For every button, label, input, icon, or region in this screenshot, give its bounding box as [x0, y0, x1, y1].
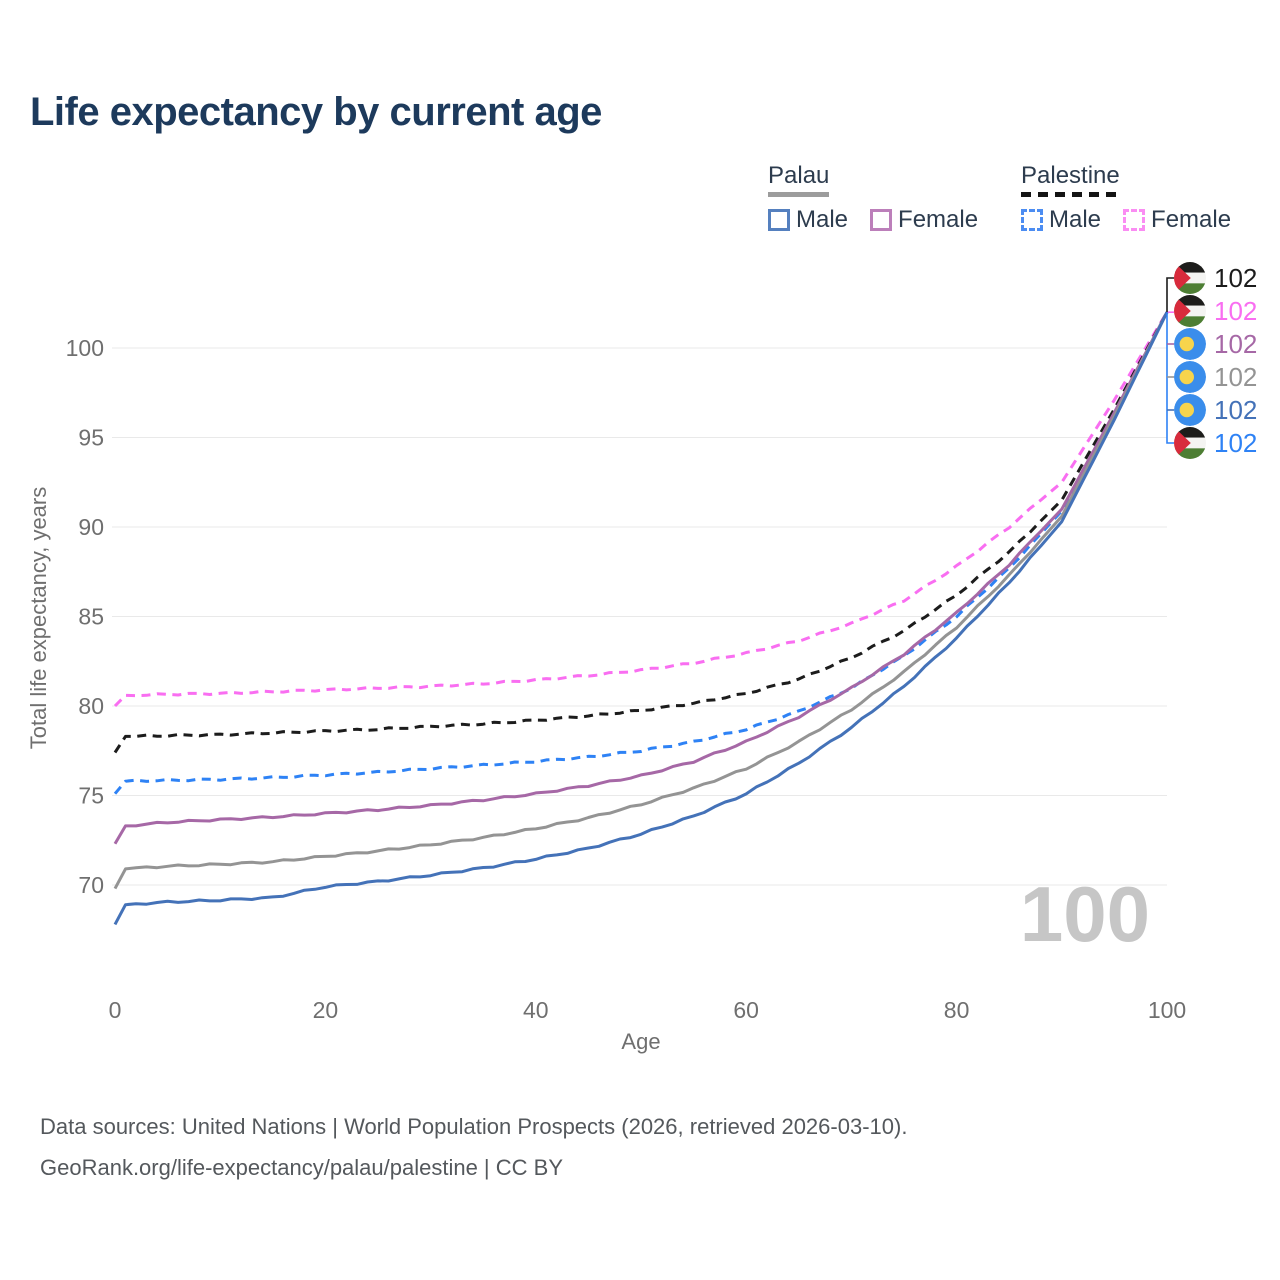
legend-group-palau: Palau Male Female: [768, 162, 978, 234]
x-tick-label: 40: [523, 997, 549, 1023]
end-value-label-palau-total: 102: [1214, 362, 1257, 392]
series-line-palestine-total[interactable]: [113, 311, 1169, 754]
legend-item-label: Female: [898, 206, 979, 233]
leader-line-palestine-male: [1166, 312, 1174, 444]
end-value-label-palestine-female: 102: [1214, 296, 1257, 326]
palau-line-style-sample: [768, 192, 830, 197]
legend-item-palestine-male[interactable]: Male: [1021, 206, 1101, 234]
x-axis-title: Age: [621, 1029, 660, 1054]
legend-group-label-text: Palestine: [1021, 162, 1120, 189]
series-line-palau-male[interactable]: [113, 311, 1169, 926]
legend-group-label-palestine: Palestine: [1021, 162, 1120, 197]
legend-item-palau-female[interactable]: Female: [870, 206, 978, 234]
y-tick-label: 70: [78, 872, 104, 898]
legend-item-palau-male[interactable]: Male: [768, 206, 848, 234]
palau-flag-icon: [1174, 394, 1206, 426]
y-tick-label: 95: [78, 425, 104, 451]
legend-item-palestine-female[interactable]: Female: [1123, 206, 1231, 234]
legend-item-label: Male: [796, 206, 849, 233]
y-tick-label: 100: [66, 335, 104, 361]
palestine-flag-icon: [1174, 427, 1206, 459]
palestine-male-swatch-icon: [1021, 209, 1043, 231]
x-tick-label: 80: [944, 997, 970, 1023]
y-tick-label: 90: [78, 514, 104, 540]
legend-item-label: Female: [1151, 206, 1232, 233]
palestine-flag-icon: [1174, 295, 1206, 327]
series-line-palestine-male[interactable]: [113, 311, 1169, 795]
chart-title: Life expectancy by current age: [30, 90, 602, 134]
y-tick-label: 75: [78, 783, 104, 809]
x-tick-label: 100: [1148, 997, 1186, 1023]
x-tick-label: 0: [109, 997, 122, 1023]
attribution-footer: Data sources: United Nations | World Pop…: [40, 1106, 907, 1188]
end-value-label-palau-female: 102: [1214, 329, 1257, 359]
x-tick-label: 60: [733, 997, 759, 1023]
legend-items-palau: Male Female: [768, 206, 978, 234]
series-line-palau-total[interactable]: [113, 311, 1169, 890]
series-line-palau-female[interactable]: [113, 311, 1169, 845]
legend-group-label-palau: Palau: [768, 162, 830, 197]
end-value-label-palau-male: 102: [1214, 395, 1257, 425]
series-line-palestine-female[interactable]: [113, 311, 1169, 708]
legend-item-label: Male: [1049, 206, 1102, 233]
source-url-line: GeoRank.org/life-expectancy/palau/palest…: [40, 1155, 563, 1180]
data-sources-line: Data sources: United Nations | World Pop…: [40, 1114, 908, 1139]
palau-flag-icon: [1174, 361, 1206, 393]
leader-line-palestine-total: [1166, 277, 1174, 313]
palestine-line-style-sample: [1021, 192, 1120, 197]
y-axis-title: Total life expectancy, years: [26, 487, 51, 750]
y-tick-label: 85: [78, 604, 104, 630]
legend-group-palestine: Palestine Male Female: [1021, 162, 1231, 234]
x-tick-label: 20: [313, 997, 339, 1023]
end-value-label-palestine-male: 102: [1214, 428, 1257, 458]
palau-female-swatch-icon: [870, 209, 893, 231]
end-value-label-palestine-total: 102: [1214, 263, 1257, 293]
palestine-female-swatch-icon: [1123, 209, 1146, 231]
palau-flag-icon: [1174, 328, 1206, 360]
palestine-flag-icon: [1174, 262, 1206, 294]
y-tick-label: 80: [78, 693, 104, 719]
legend-group-label-text: Palau: [768, 162, 830, 189]
palau-male-swatch-icon: [768, 209, 790, 231]
age-counter-watermark: 100: [1020, 870, 1150, 958]
legend-items-palestine: Male Female: [1021, 206, 1231, 234]
